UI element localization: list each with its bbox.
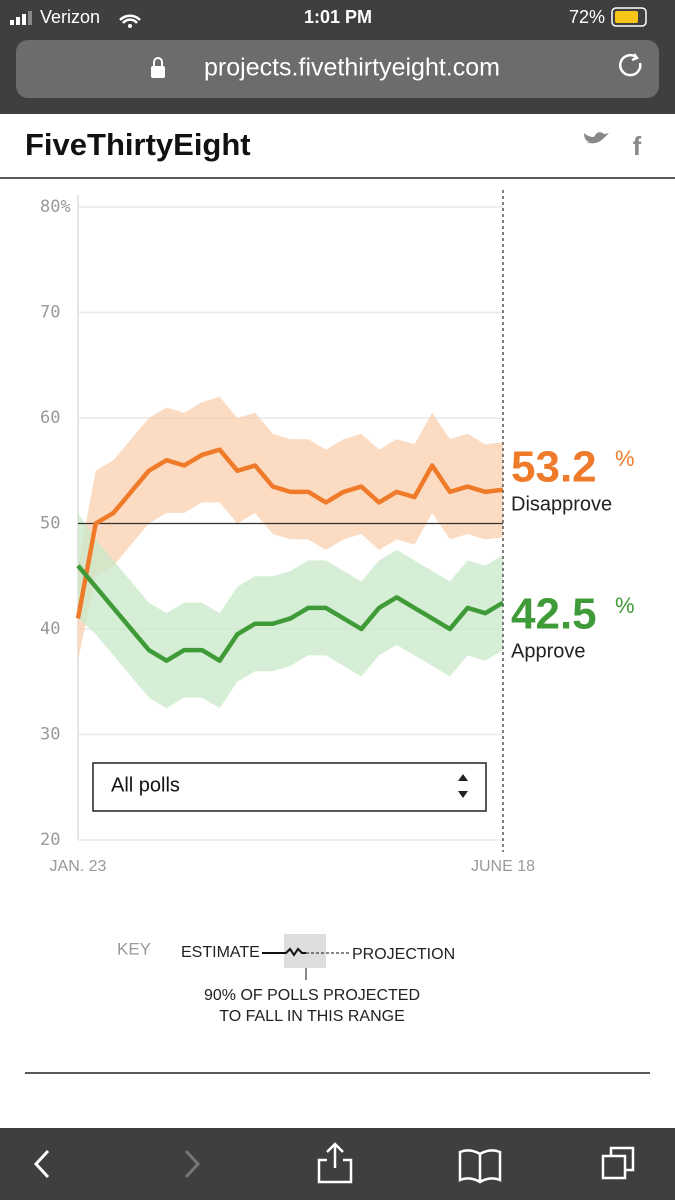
y-tick-label: 20 <box>40 830 60 850</box>
browser-toolbar <box>0 1128 675 1200</box>
tabs-button[interactable] <box>601 1146 635 1180</box>
end-value-label: 42.5 <box>511 590 597 639</box>
y-tick-label: 70 <box>40 303 60 323</box>
series-line <box>76 564 505 663</box>
poll-filter-dropdown[interactable] <box>92 762 487 812</box>
key-projection: PROJECTION <box>352 946 455 963</box>
series-line <box>75 447 504 619</box>
signal-icon <box>10 11 32 25</box>
reload-button[interactable] <box>619 53 642 77</box>
twitter-icon[interactable] <box>584 132 609 144</box>
carrier: Verizon <box>40 7 100 27</box>
poll-range-band <box>78 396 503 661</box>
end-value-unit: % <box>615 593 635 618</box>
key-label: KEY <box>117 939 151 958</box>
dropdown-value: All polls <box>111 774 180 796</box>
lock-shackle <box>153 57 163 66</box>
url-bar[interactable] <box>16 40 659 98</box>
wifi-icon <box>119 14 141 24</box>
end-value-label: 53.2 <box>511 443 597 492</box>
key-note: TO FALL IN THIS RANGE <box>219 1008 405 1025</box>
y-tick-label: 50 <box>40 514 60 534</box>
key-estimate-line <box>262 947 306 957</box>
battery-icon <box>611 7 647 27</box>
wifi-dot <box>128 24 132 28</box>
series-name: Approve <box>511 640 586 662</box>
dropdown-arrows <box>458 774 468 798</box>
lock-icon <box>151 66 165 78</box>
y-tick-label: 80% <box>40 197 71 217</box>
key-note: 90% OF POLLS PROJECTED <box>204 987 420 1004</box>
y-tick-label: 40 <box>40 619 60 639</box>
url: projects.fivethirtyeight.com <box>204 54 500 82</box>
back-button[interactable] <box>33 1149 50 1179</box>
forward-button[interactable] <box>184 1149 201 1179</box>
series-name: Disapprove <box>511 493 612 515</box>
key-estimate: ESTIMATE <box>181 944 260 961</box>
x-tick-label: JUNE 18 <box>471 858 535 875</box>
bookmarks-button[interactable] <box>458 1149 502 1184</box>
battery-percent: 72% <box>569 7 605 27</box>
y-tick-label: 30 <box>40 725 60 745</box>
share-button[interactable] <box>317 1142 353 1184</box>
x-tick-label: JAN. 23 <box>50 858 107 875</box>
clock: 1:01 PM <box>304 7 372 27</box>
poll-range-band <box>78 512 503 709</box>
battery-level <box>615 11 638 23</box>
facebook-icon[interactable]: f <box>633 131 642 161</box>
site-title: FiveThirtyEight <box>25 127 251 162</box>
end-value-unit: % <box>615 446 635 471</box>
y-tick-label: 60 <box>40 408 60 428</box>
